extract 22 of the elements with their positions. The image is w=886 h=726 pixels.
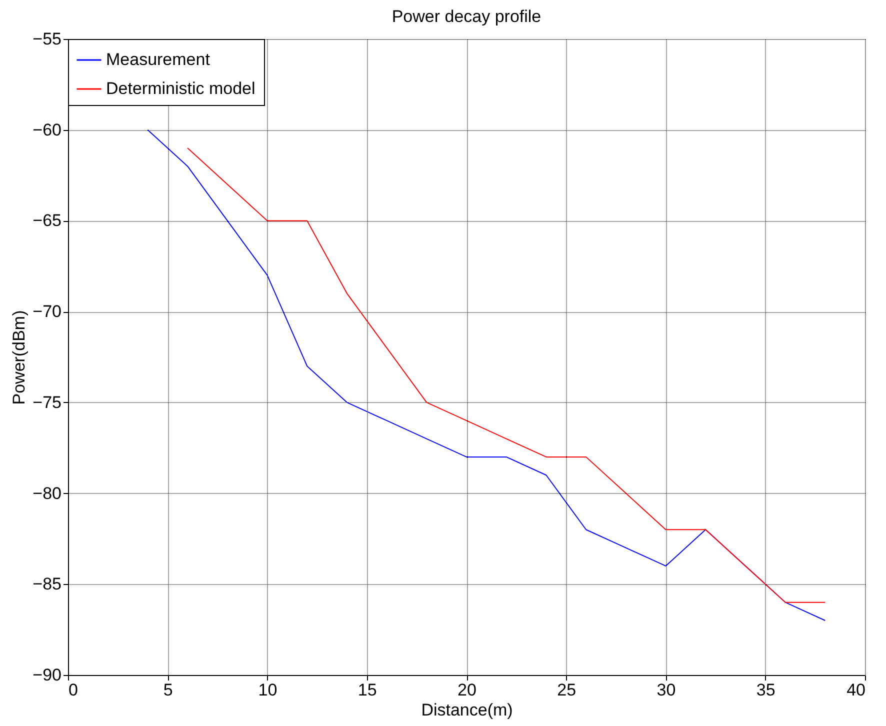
legend-label: Deterministic model [106, 79, 256, 98]
x-tick-label: 0 [68, 680, 78, 700]
chart-title: Power decay profile [392, 7, 542, 26]
y-tick-label: −80 [32, 484, 62, 503]
x-tick-label: 20 [458, 680, 476, 700]
y-tick-label: −90 [32, 666, 62, 684]
x-axis-title: Distance(m) [421, 700, 513, 720]
x-tick-label: 40 [846, 680, 866, 700]
y-tick-label: −70 [32, 302, 62, 322]
y-tick-label: −75 [32, 392, 62, 412]
y-tick-label: −85 [32, 574, 62, 594]
x-tick-label: 25 [557, 680, 576, 700]
legend-label: Measurement [106, 50, 210, 69]
y-axis-title: Power(dBm) [10, 310, 29, 405]
x-tick-label: 35 [756, 680, 776, 700]
y-tick-label: −55 [32, 30, 62, 48]
x-tick-label: 30 [656, 680, 676, 700]
x-tick-label: 15 [358, 680, 377, 700]
x-tick-label: 5 [163, 680, 173, 700]
x-tick-label: 10 [258, 680, 278, 700]
y-tick-label: −65 [32, 211, 62, 230]
y-tick-label: −60 [32, 120, 62, 140]
